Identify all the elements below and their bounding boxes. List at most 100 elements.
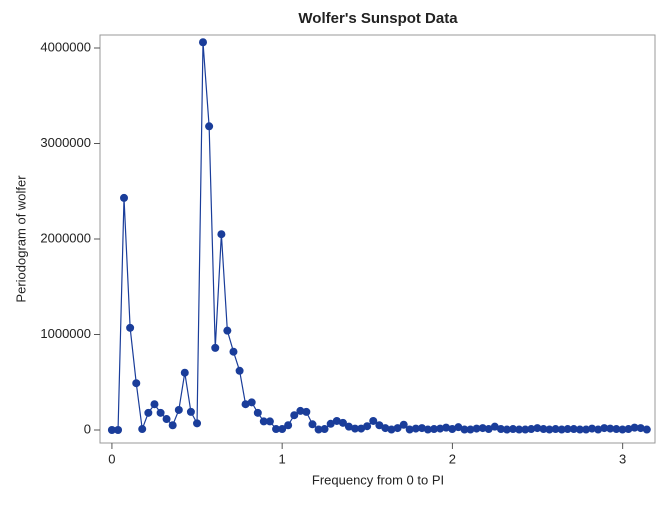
data-point <box>502 425 511 434</box>
data-point <box>460 425 469 434</box>
data-point <box>624 425 633 434</box>
data-point <box>320 425 329 434</box>
data-point <box>393 424 402 433</box>
data-point <box>168 421 177 430</box>
data-point <box>594 425 603 434</box>
data-point <box>478 424 487 433</box>
data-point <box>606 424 615 433</box>
data-point <box>600 424 609 433</box>
data-point <box>515 425 524 434</box>
chart-title: Wolfer's Sunspot Data <box>298 10 458 27</box>
data-point <box>575 425 584 434</box>
y-tick-label: 3000000 <box>40 135 91 150</box>
data-point <box>430 425 439 434</box>
data-point <box>539 425 548 434</box>
data-point <box>193 419 202 428</box>
data-point <box>290 411 299 420</box>
data-point <box>369 416 378 425</box>
data-point <box>296 406 305 415</box>
data-point <box>223 326 232 335</box>
data-point <box>618 425 627 434</box>
data-point <box>612 425 621 434</box>
data-point <box>496 425 505 434</box>
data-point <box>150 400 159 409</box>
x-tick-label: 0 <box>108 451 115 466</box>
y-tick-label: 2000000 <box>40 230 91 245</box>
data-point <box>533 424 542 433</box>
data-point <box>332 416 341 425</box>
data-point <box>144 408 153 417</box>
data-point <box>132 379 141 388</box>
data-point <box>338 418 347 427</box>
data-point <box>174 405 183 414</box>
data-point <box>436 424 445 433</box>
data-point <box>205 122 214 131</box>
data-point <box>582 425 591 434</box>
data-point <box>114 426 123 435</box>
data-point <box>588 424 597 433</box>
y-tick-label: 4000000 <box>40 39 91 54</box>
data-point <box>411 424 420 433</box>
data-point <box>509 425 518 434</box>
data-point <box>381 424 390 433</box>
y-axis-label: Periodogram of wolfer <box>13 175 28 303</box>
data-point <box>484 425 493 434</box>
data-point <box>253 408 262 417</box>
data-point <box>405 425 414 434</box>
data-point <box>527 425 536 434</box>
data-point <box>186 407 195 416</box>
data-point <box>302 407 311 416</box>
data-point <box>198 38 207 47</box>
y-tick-label: 1000000 <box>40 326 91 341</box>
data-point <box>120 193 129 202</box>
data-point <box>107 426 116 435</box>
data-point <box>259 417 268 426</box>
data-point <box>442 423 451 432</box>
data-point <box>308 420 317 429</box>
data-point <box>399 420 408 429</box>
x-axis-label: Frequency from 0 to PI <box>312 472 444 487</box>
data-point <box>344 422 353 431</box>
x-tick-label: 1 <box>279 451 286 466</box>
data-point <box>326 419 335 428</box>
x-tick-label: 3 <box>619 451 626 466</box>
data-point <box>278 425 287 434</box>
data-point <box>211 343 220 352</box>
data-point <box>466 425 475 434</box>
data-point <box>314 425 323 434</box>
data-point <box>156 408 165 417</box>
data-point <box>235 366 244 375</box>
data-point <box>284 421 293 430</box>
data-point <box>351 424 360 433</box>
data-point <box>272 425 281 434</box>
data-point <box>126 323 135 332</box>
data-point <box>162 415 171 424</box>
data-point <box>642 425 651 434</box>
data-point <box>363 422 372 431</box>
data-point <box>563 425 572 434</box>
data-point <box>545 425 554 434</box>
data-point <box>138 425 147 434</box>
data-point <box>521 425 530 434</box>
data-point <box>551 425 560 434</box>
data-point <box>247 398 256 407</box>
data-point <box>241 400 250 409</box>
series-line <box>111 42 647 431</box>
data-point <box>180 368 189 377</box>
data-point <box>229 347 238 356</box>
data-point <box>630 423 639 432</box>
data-point <box>472 424 481 433</box>
data-point <box>490 422 499 431</box>
data-point <box>217 230 226 239</box>
y-tick-label: 0 <box>84 421 91 436</box>
data-point <box>557 425 566 434</box>
data-point <box>387 425 396 434</box>
data-point <box>375 421 384 430</box>
data-point <box>636 424 645 433</box>
data-point <box>423 425 432 434</box>
data-point <box>454 423 463 432</box>
data-point <box>448 425 457 434</box>
x-tick-label: 2 <box>449 451 456 466</box>
data-point <box>569 425 578 434</box>
